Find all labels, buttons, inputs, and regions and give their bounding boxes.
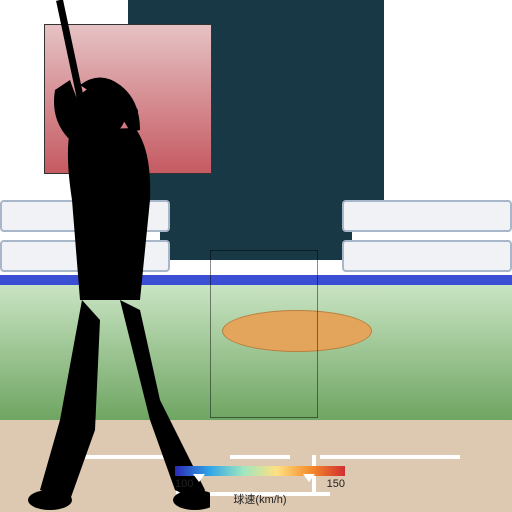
stands-right: [342, 200, 512, 272]
legend-gradient: [175, 466, 345, 476]
legend-tick-min: 100: [175, 478, 193, 490]
legend-notch: [303, 474, 315, 482]
legend-notch: [193, 474, 205, 482]
legend-tick-max: 150: [327, 478, 345, 490]
stand-block: [342, 200, 512, 232]
strike-zone: [210, 250, 318, 418]
batter-silhouette: [0, 0, 210, 512]
stand-block: [342, 240, 512, 272]
legend-title: 球速(km/h): [170, 491, 350, 507]
pitch-chart-stage: 100 150 球速(km/h): [0, 0, 512, 512]
batter-box-line: [320, 455, 460, 459]
speed-legend: 100 150 球速(km/h): [170, 466, 350, 506]
batter-box-line: [230, 455, 290, 459]
